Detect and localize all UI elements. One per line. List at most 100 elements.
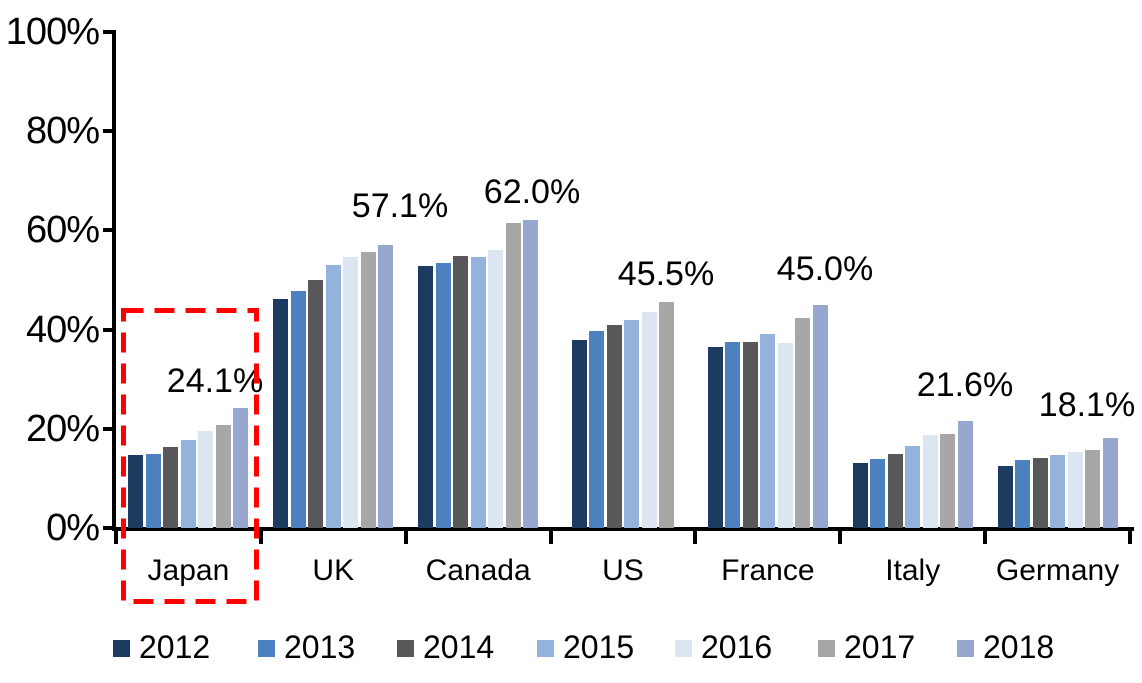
data-label-us: 45.5% [617,255,715,293]
bar-japan-2012 [128,455,144,528]
y-tick-40 [103,327,116,332]
bar-uk-2012 [273,298,289,528]
bar-france-2017 [795,318,811,528]
bar-germany-2018 [1102,438,1118,528]
x-tick-2 [403,531,408,544]
y-axis-label-60: 60% [25,209,100,252]
legend-label-2012: 2012 [139,629,211,665]
legend-swatch-2018 [957,640,974,657]
legend-item-2012: 2012 [113,629,211,665]
bar-italy-2017 [940,433,956,528]
x-tick-4 [693,531,698,544]
bar-germany-2017 [1085,450,1101,528]
legend-item-2015: 2015 [537,629,635,665]
bar-germany-2016 [1067,452,1083,528]
category-label-italy: Italy [885,554,941,587]
bar-japan-2016 [198,431,214,528]
legend-label-2017: 2017 [844,629,916,665]
legend-swatch-2017 [818,640,835,657]
category-label-germany: Germany [995,554,1120,587]
bar-us-2015 [624,319,640,528]
bar-france-2013 [725,342,741,528]
bar-france-2018 [812,304,828,528]
y-tick-60 [103,228,116,233]
x-tick-1 [258,531,263,544]
y-axis-label-100: 100% [5,11,100,53]
bar-uk-2013 [290,291,306,528]
bar-italy-2012 [852,462,868,528]
bar-canada-2015 [470,256,486,528]
legend-label-2015: 2015 [563,629,635,665]
bar-us-2016 [641,311,657,528]
bar-canada-2017 [505,222,521,528]
bar-us-2012 [571,339,587,528]
bar-france-2016 [777,342,793,528]
category-label-uk: UK [312,554,355,587]
y-tick-20 [103,426,116,431]
y-axis-line [112,30,116,531]
bar-japan-2015 [180,439,196,528]
bar-canada-2018 [523,220,539,528]
bar-canada-2013 [435,263,451,528]
legend-swatch-2016 [675,640,692,657]
bar-canada-2016 [488,250,504,528]
bar-italy-2014 [887,453,903,528]
category-label-japan: Japan [147,554,230,587]
data-label-italy: 21.6% [916,366,1014,404]
bar-germany-2015 [1050,455,1066,528]
bar-italy-2016 [922,434,938,528]
bar-japan-2014 [163,446,179,528]
bar-uk-2018 [378,244,394,528]
bar-germany-2013 [1015,459,1031,528]
x-tick-7 [1128,531,1132,544]
bar-germany-2012 [997,466,1013,528]
data-label-canada: 62.0% [483,173,581,211]
legend-item-2013: 2013 [258,629,356,665]
bar-france-2015 [760,334,776,528]
bar-us-2014 [606,324,622,528]
legend-label-2013: 2013 [284,629,356,665]
bar-canada-2014 [453,256,469,528]
legend-item-2017: 2017 [818,629,916,665]
x-tick-3 [548,531,553,544]
legend-swatch-2012 [113,640,130,657]
x-tick-5 [838,531,843,544]
bar-france-2014 [742,341,758,528]
legend-swatch-2013 [258,640,275,657]
bar-japan-2018 [233,408,249,528]
bar-japan-2017 [215,424,231,528]
x-axis-line [112,527,1134,531]
data-label-japan: 24.1% [166,362,264,400]
bar-us-2017 [659,302,675,528]
bar-germany-2014 [1032,457,1048,528]
legend-label-2016: 2016 [701,629,773,665]
y-tick-100 [103,30,116,34]
bar-italy-2015 [905,445,921,528]
category-label-us: US [602,554,644,587]
legend-label-2014: 2014 [423,629,495,665]
legend-item-2014: 2014 [397,629,495,665]
x-tick-6 [983,531,988,544]
bar-uk-2015 [325,264,341,528]
y-axis-label-20: 20% [25,407,100,450]
bar-uk-2014 [308,280,324,528]
category-label-canada: Canada [425,554,531,587]
y-axis-label-80: 80% [25,110,100,153]
x-tick-0 [114,531,118,544]
bar-france-2012 [707,347,723,528]
legend-swatch-2015 [537,640,554,657]
y-axis-label-40: 40% [25,308,100,351]
category-label-france: France [721,554,815,587]
bar-uk-2017 [360,252,376,528]
bar-japan-2013 [145,454,161,528]
bar-canada-2012 [418,266,434,528]
data-label-uk: 57.1% [351,187,449,225]
bar-us-2013 [589,330,605,528]
legend-item-2016: 2016 [675,629,773,665]
legend-item-2018: 2018 [957,629,1055,665]
bar-uk-2016 [343,257,359,528]
bar-italy-2013 [870,458,886,528]
legend-label-2018: 2018 [983,629,1055,665]
y-tick-80 [103,129,116,134]
